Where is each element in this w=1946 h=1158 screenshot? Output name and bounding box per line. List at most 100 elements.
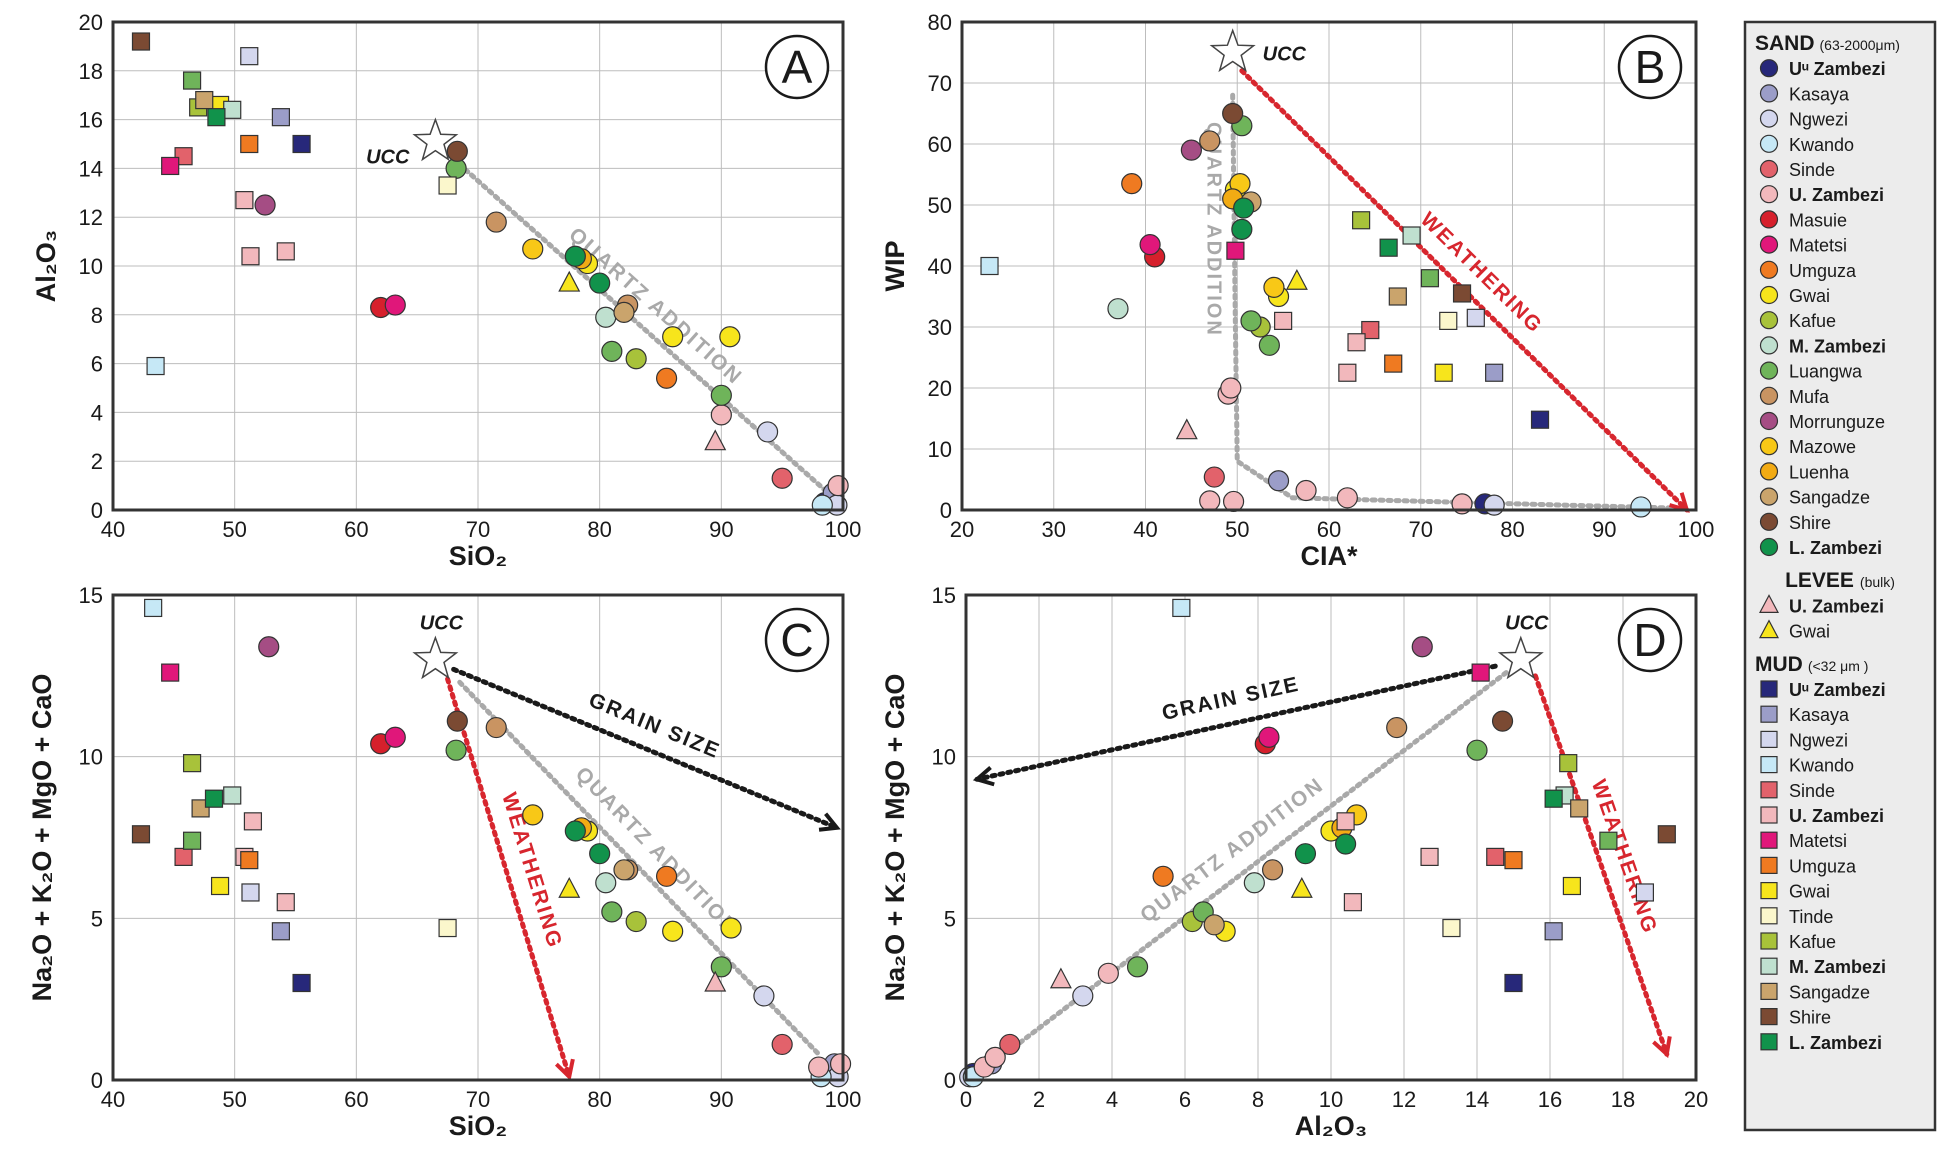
panel-letter-badge [764,34,830,100]
y-tick-label: 20 [928,376,952,401]
panel-letter-badge [1617,607,1683,673]
y-axis-label: Na₂O + K₂O + MgO + CaO [880,674,910,1002]
legend-marker-sand [1759,185,1779,204]
x-tick-label: 0 [960,1087,972,1112]
point-sangadze-mud [191,799,210,818]
point-kasaya-mud [1544,922,1563,941]
point-sangadze-sand [613,301,635,323]
legend-entry-label: U. Zambezi [1789,806,1884,826]
legend-marker-mud [1760,806,1778,824]
legend-entry-label: Kafue [1789,932,1836,952]
point-kwando-mud [1172,598,1191,618]
legend-entry-label: Mazowe [1789,437,1856,457]
legend-marker-mud [1760,680,1778,698]
point-tinde-mud [1442,918,1461,938]
x-tick-label: 70 [466,1087,490,1112]
y-tick-label: 12 [79,205,103,230]
point-matetsi-mud [1226,241,1245,260]
point-u-zambezi-mud [276,242,295,261]
point-luangwa-mud [182,71,202,90]
legend-marker-levee [1759,619,1779,639]
point-morrunguze-sand [258,636,280,658]
x-tick-label: 12 [1392,1087,1416,1112]
legend-marker-mud [1760,932,1778,950]
y-tick-label: 18 [79,59,103,84]
point-sinde-sand [771,1033,793,1056]
y-axis-label: Na₂O + K₂O + MgO + CaO [27,674,57,1002]
point-ngwezi-sand [1072,985,1094,1007]
point-ngwezi-sand [1483,494,1505,516]
point-morrunguze-sand [1411,636,1433,658]
x-tick-label: 100 [825,517,862,542]
legend-entry-label: Matetsi [1789,236,1847,256]
point-sangadze-sand [613,859,635,881]
x-axis-label: CIA* [1300,541,1357,571]
legend-marker-mud [1760,881,1778,900]
point-umguza-mud [240,134,259,154]
point-kwando-mud [980,256,999,276]
point-u-zambezi-levee [1049,967,1072,989]
point-m-zambezi-sand [595,306,617,328]
panel-c: 40 50 60 70 80 90 100 0 5 10 15 SiO₂ Na₂O + K₂O + Mg… [27,583,861,1141]
legend-marker-sand [1759,487,1779,506]
point-shire-sand [1222,102,1244,125]
x-axis-label: SiO₂ [449,1111,508,1141]
point-kafue-sand [625,348,647,370]
point-luangwa-mud [1420,269,1440,288]
point-mufa-sand [1386,716,1408,739]
point-u-zambezi-levee [1175,418,1198,440]
point-umguza-sand [1121,173,1143,195]
legend-marker-sand [1759,59,1779,78]
legend-entry-label: Masuie [1789,210,1847,230]
point-gwai-mud [210,876,230,896]
ucc-label: UCC [1505,613,1549,635]
point-kasaya-mud [271,922,290,941]
point-l-zambezi-mud [204,789,224,808]
legend-entry-label: L. Zambezi [1789,1033,1882,1053]
legend-marker-mud [1760,957,1778,975]
point-umguza-sand [655,367,678,389]
point-u-zambezi-sand [1097,962,1119,984]
panel-letter: A [782,41,813,93]
point-ngwezi-sand [756,421,779,443]
y-tick-label: 10 [932,745,956,770]
point-sinde-mud [174,147,193,166]
point-luangwa-sand [601,340,623,362]
point-ngwezi-mud [1466,308,1485,327]
legend-marker-sand [1759,437,1779,456]
panel-letter-badge [1617,34,1683,100]
legend-entry-label: Gwai [1789,622,1830,642]
point-sinde-sand [771,467,793,489]
panel-letter: B [1635,41,1666,93]
y-tick-label: 15 [932,583,956,608]
legend-section-title: MUD (<32 μm ) [1755,653,1868,676]
point-mufa-sand [485,716,507,739]
legend-marker-mud [1760,831,1778,849]
legend-entry-label: Shire [1789,513,1831,533]
point-u-zambezi-sand [1222,490,1245,513]
point-matetsi-mud [161,663,180,682]
point-sinde-sand [999,1033,1021,1056]
point-m-zambezi-mud [1402,226,1421,245]
point-kwando-sand [811,494,833,516]
legend-entry-label: Luenha [1789,462,1850,482]
arrow-head [554,1058,575,1081]
x-tick-label: 20 [1684,1087,1708,1112]
legend-section-subtitle: (63-2000μm) [1820,37,1900,53]
point-mufa-sand [485,211,507,233]
point-l-zambezi-sand [1294,843,1317,865]
legend-marker-sand [1759,386,1779,405]
point-luangwa-sand [710,956,732,978]
legend-section-name: SAND [1755,32,1815,55]
ucc-label: UCC [366,147,410,169]
point-morrunguze-sand [254,194,276,216]
point-uu-zambezi-mud [1530,410,1550,429]
point-matetsi-sand [384,294,406,316]
grain-size-arrow [974,663,1498,782]
point-sangadze-mud [1388,287,1407,306]
legend-entry-label: Mufa [1789,387,1830,407]
point-gwai-mud [1562,876,1582,896]
panel-b: 20 30 40 50 60 70 80 90 100 0 10 20 30 40 50 60 70 80 CIA*… [880,10,1714,571]
x-tick-label: 60 [344,517,368,542]
point-uu-zambezi-mud [1504,973,1523,993]
